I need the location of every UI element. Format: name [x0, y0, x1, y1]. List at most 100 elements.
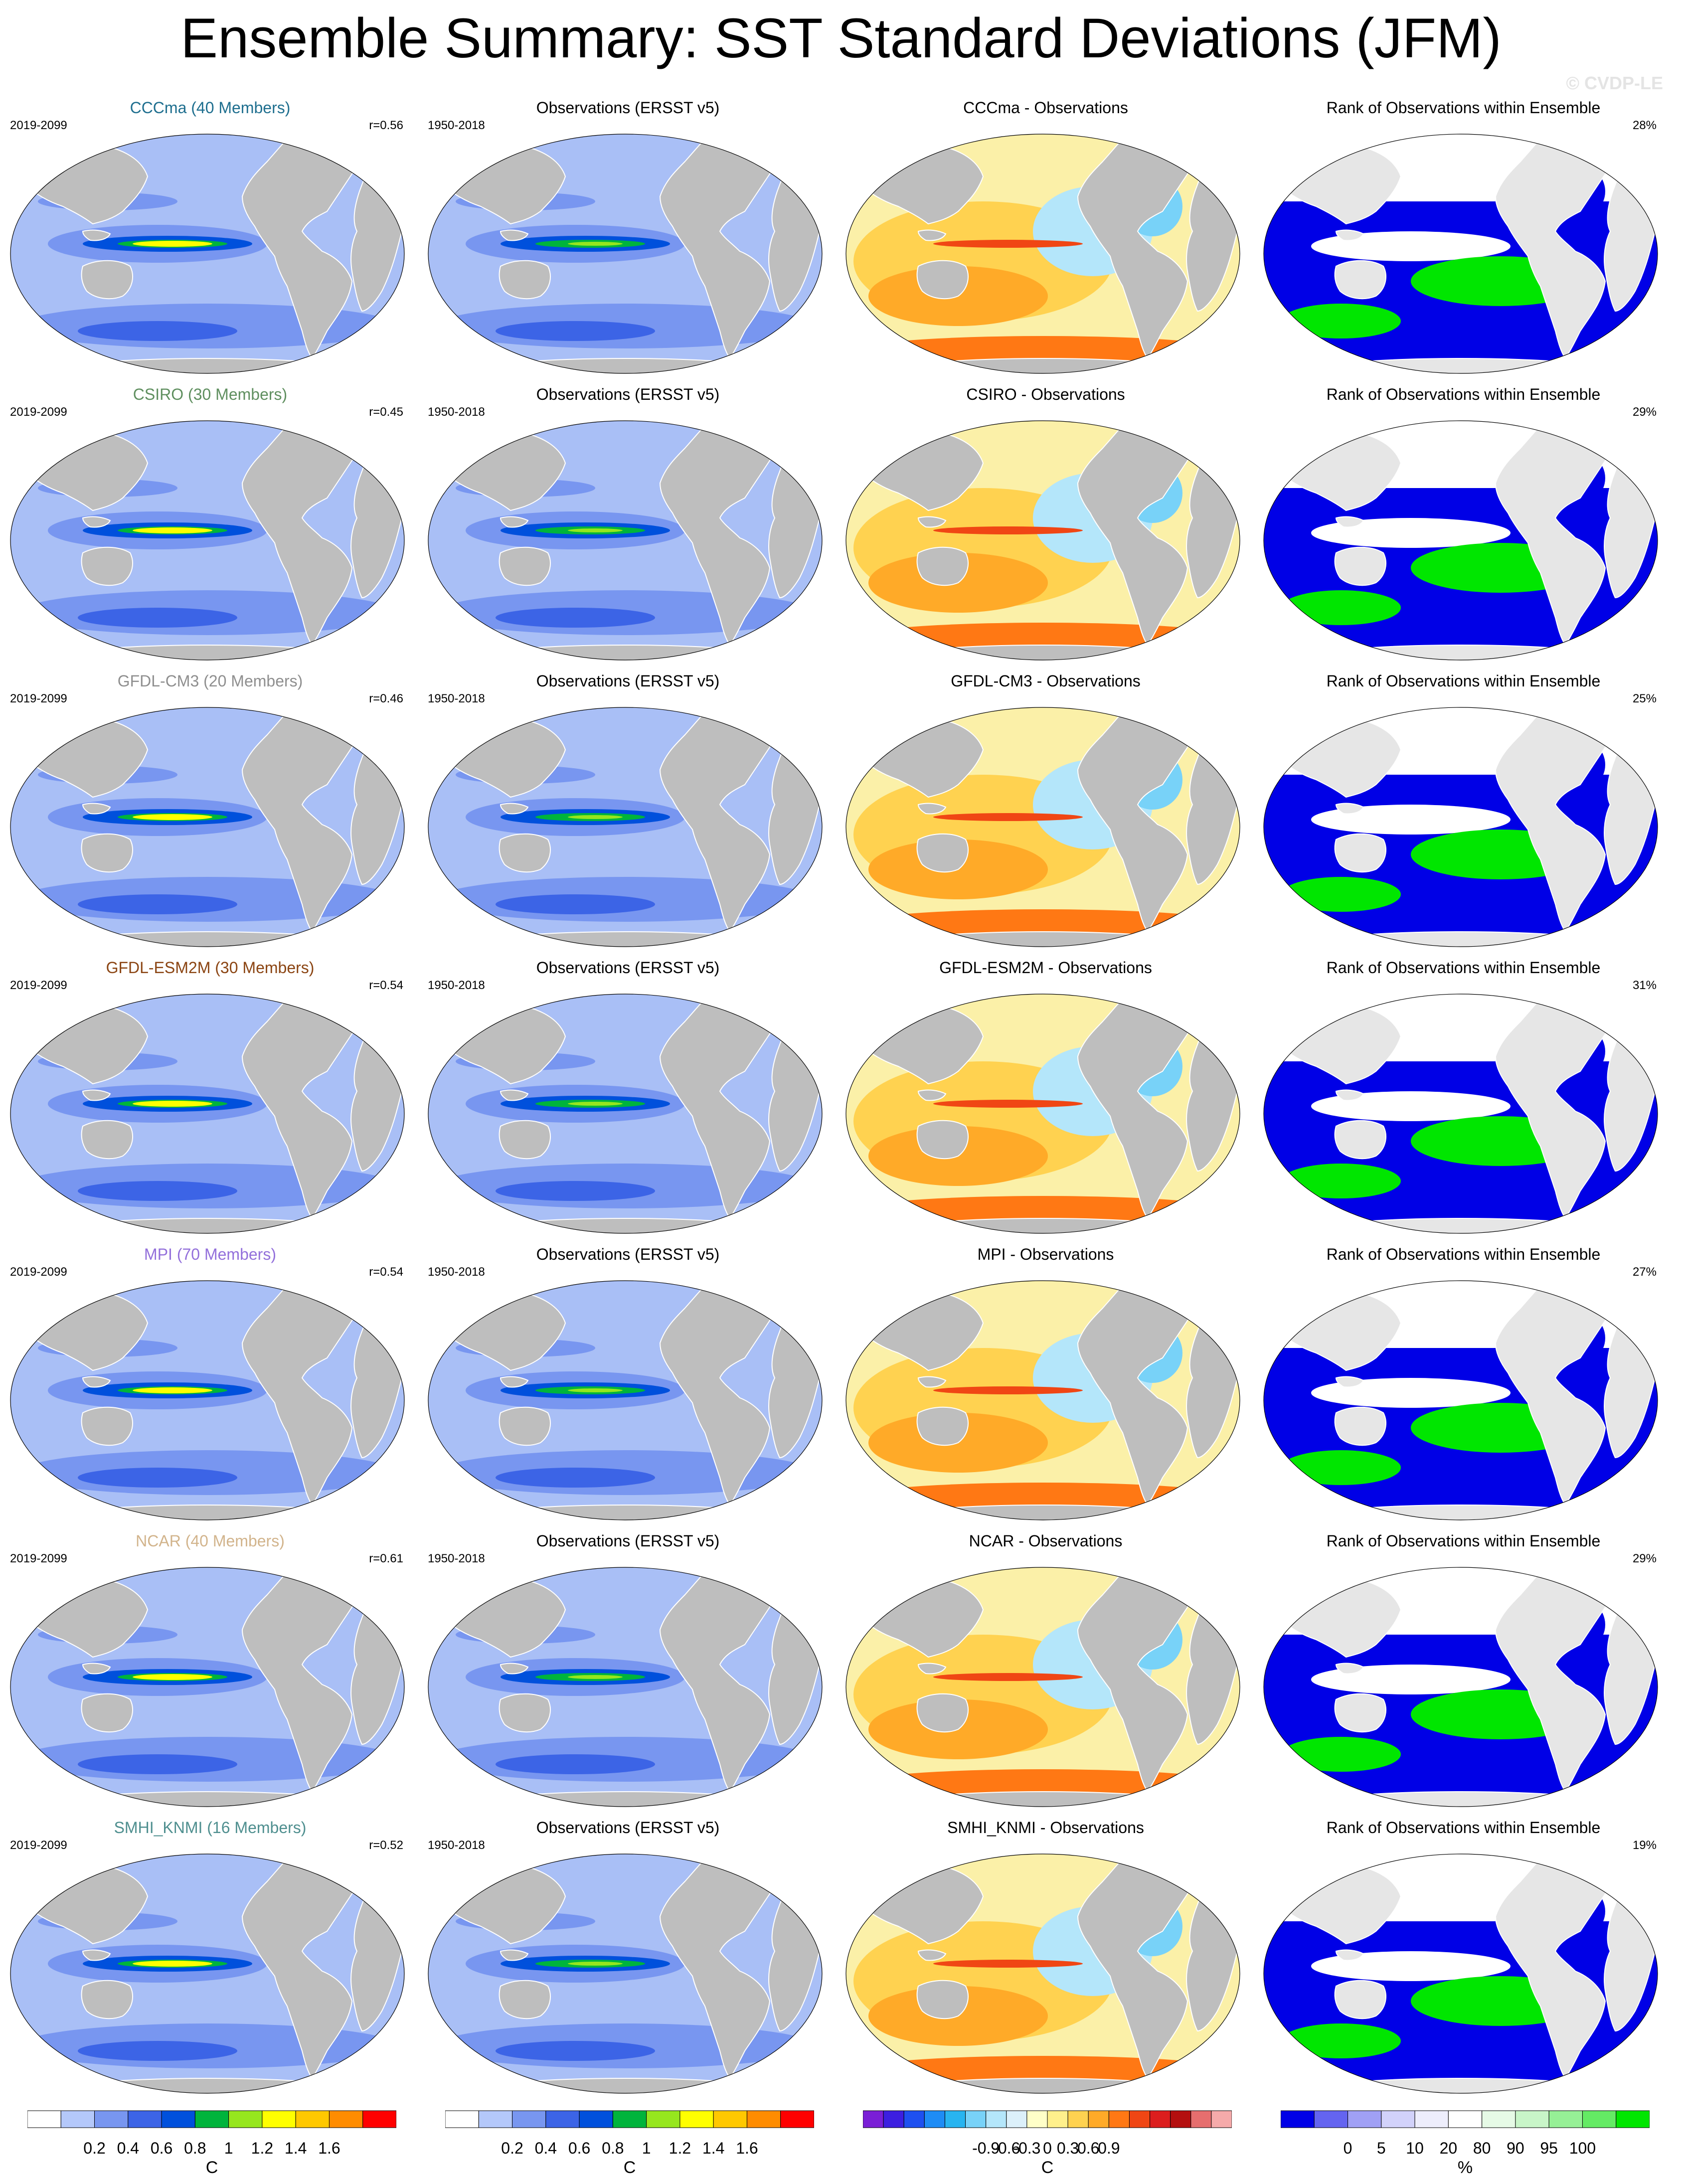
panel-rank-row-2: Rank of Observations within Ensemble 29%: [1253, 379, 1674, 666]
panel-difference-row-4: GFDL-ESM2M - Observations: [836, 953, 1256, 1239]
colorbar-tick-label: 80: [1473, 2139, 1491, 2157]
panel-period: 1950-2018: [428, 1839, 485, 1852]
colorbar-tick-label: 1: [642, 2139, 651, 2157]
panel-difference-row-3: GFDL-CM3 - Observations: [836, 666, 1256, 953]
panel-period: 1950-2018: [428, 979, 485, 992]
colorbar-tick-label: 90: [1507, 2139, 1524, 2157]
colorbar-swatch: [1548, 2110, 1583, 2128]
panel-title: GFDL-ESM2M - Observations: [939, 959, 1152, 977]
panel-title: Observations (ERSST v5): [536, 1532, 720, 1550]
panel-title: GFDL-ESM2M (30 Members): [106, 959, 315, 977]
colorbar-rank: 0 5 10 20 80 90 95 100%: [1281, 2110, 1650, 2180]
panel-model-row-1: CCCma (40 Members) 2019-2099 r=0.56: [0, 93, 420, 379]
colorbar-tick-label: 1.6: [318, 2139, 340, 2157]
colorbar-tick-label: 0.6: [150, 2139, 173, 2157]
panel-rank-row-5: Rank of Observations within Ensemble 27%: [1253, 1239, 1674, 1526]
panel-period: 2019-2099: [10, 1552, 67, 1565]
colorbar-obs: 0.2 0.4 0.6 0.8 1 1.2 1.4 1.6 C: [445, 2110, 814, 2180]
robinson-map: [1263, 994, 1658, 1234]
panel-period: 1950-2018: [428, 1265, 485, 1279]
panel-rank-row-4: Rank of Observations within Ensemble 31%: [1253, 953, 1674, 1239]
panel-observations-row-3: Observations (ERSST v5) 1950-2018: [418, 666, 838, 953]
colorbar-swatch: [612, 2110, 647, 2128]
pattern-correlation: r=0.45: [369, 405, 403, 419]
map-model: [8, 132, 407, 376]
colorbar-swatch: [746, 2110, 781, 2128]
robinson-map: [428, 1567, 823, 1807]
robinson-map: [1263, 1853, 1658, 2094]
colorbar-swatch: [903, 2110, 925, 2128]
panel-period: 1950-2018: [428, 405, 485, 419]
watermark: © CVDP-LE: [1566, 73, 1663, 93]
colorbar-swatch: [1281, 2110, 1315, 2128]
robinson-map: [10, 134, 405, 374]
colorbar-swatch: [1026, 2110, 1048, 2128]
colorbar-tick-label: 10: [1406, 2139, 1424, 2157]
colorbar-tick-label: 0.8: [184, 2139, 206, 2157]
colorbar-tick-label: 1.6: [736, 2139, 758, 2157]
colorbar-tick-label: -0.3: [1013, 2139, 1041, 2157]
panel-period: 1950-2018: [428, 692, 485, 705]
map-observations: [426, 132, 825, 376]
colorbar-tick-label: 0.2: [83, 2139, 106, 2157]
robinson-map: [1263, 707, 1658, 947]
panel-period: 2019-2099: [10, 405, 67, 419]
robinson-map: [845, 420, 1240, 661]
colorbar-tick-label: 100: [1569, 2139, 1596, 2157]
panel-observations-row-2: Observations (ERSST v5) 1950-2018: [418, 379, 838, 666]
map-difference: [843, 1565, 1242, 1809]
panel-title: CCCma (40 Members): [130, 99, 291, 117]
pattern-correlation: r=0.54: [369, 1265, 403, 1279]
colorbar-swatch: [512, 2110, 546, 2128]
colorbar-swatch: [1448, 2110, 1483, 2128]
colorbar-swatch: [1211, 2110, 1232, 2128]
panel-model-row-2: CSIRO (30 Members) 2019-2099 r=0.45: [0, 379, 420, 666]
colorbar-swatch: [1414, 2110, 1449, 2128]
colorbar-swatch: [295, 2110, 330, 2128]
panel-title: Rank of Observations within Ensemble: [1326, 1245, 1601, 1263]
figure-title: Ensemble Summary: SST Standard Deviation…: [180, 7, 1502, 69]
colorbar-tick-label: 0.4: [534, 2139, 557, 2157]
colorbar-swatch: [863, 2110, 884, 2128]
rank-percent: 29%: [1632, 405, 1657, 419]
pattern-correlation: r=0.52: [369, 1839, 403, 1852]
panel-model-row-4: GFDL-ESM2M (30 Members) 2019-2099 r=0.54: [0, 953, 420, 1239]
colorbar-tick-label: 1.2: [251, 2139, 274, 2157]
panel-title: CSIRO - Observations: [966, 385, 1125, 403]
map-difference: [843, 132, 1242, 376]
panel-period: 2019-2099: [10, 1839, 67, 1852]
colorbar-swatch: [1150, 2110, 1171, 2128]
colorbar-swatch: [579, 2110, 613, 2128]
panel-difference-row-6: NCAR - Observations: [836, 1526, 1256, 1813]
panel-period: 2019-2099: [10, 979, 67, 992]
colorbar-swatch: [713, 2110, 747, 2128]
map-difference: [843, 992, 1242, 1236]
colorbar-swatch: [1582, 2110, 1617, 2128]
colorbar-tick-label: 0.6: [1077, 2139, 1100, 2157]
robinson-map: [845, 134, 1240, 374]
map-difference: [843, 418, 1242, 663]
map-difference: [843, 1851, 1242, 2096]
panel-rank-row-7: Rank of Observations within Ensemble 19%: [1253, 1813, 1674, 2099]
colorbar-swatch: [1170, 2110, 1191, 2128]
map-model: [8, 992, 407, 1236]
panel-observations-row-1: Observations (ERSST v5) 1950-2018: [418, 93, 838, 379]
map-model: [8, 1851, 407, 2096]
colorbar-tick-label: 0: [1043, 2139, 1052, 2157]
colorbar-swatch: [965, 2110, 987, 2128]
map-observations: [426, 418, 825, 663]
panel-difference-row-2: CSIRO - Observations: [836, 379, 1256, 666]
colorbar-swatch: [262, 2110, 296, 2128]
map-observations: [426, 1851, 825, 2096]
colorbar-tick-label: 1: [224, 2139, 233, 2157]
colorbar-swatch: [27, 2110, 61, 2128]
map-observations: [426, 705, 825, 949]
rank-percent: 28%: [1632, 119, 1657, 132]
panel-rank-row-1: Rank of Observations within Ensemble 28%: [1253, 93, 1674, 379]
panel-title: CCCma - Observations: [963, 99, 1128, 117]
rank-percent: 25%: [1632, 692, 1657, 705]
panel-rank-row-3: Rank of Observations within Ensemble 25%: [1253, 666, 1674, 953]
colorbar-swatch: [1006, 2110, 1027, 2128]
robinson-map: [1263, 134, 1658, 374]
colorbar-swatch: [1347, 2110, 1382, 2128]
